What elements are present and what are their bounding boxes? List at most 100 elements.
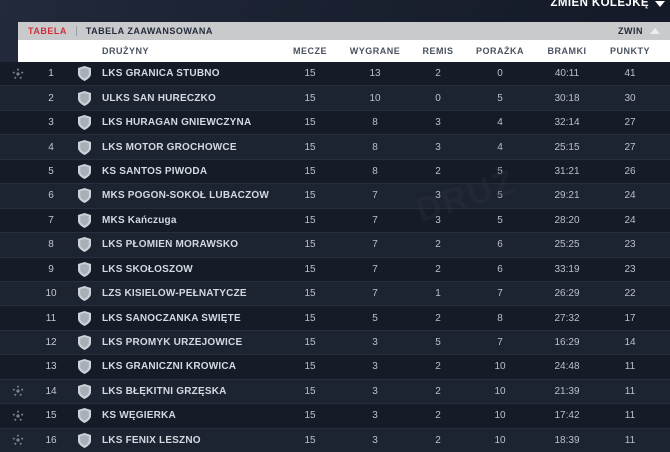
wins-value: 10	[369, 92, 381, 104]
wins-value: 8	[372, 165, 378, 177]
losses-value: 6	[497, 239, 503, 251]
tab-table[interactable]: TABELA	[28, 26, 67, 36]
team-name: LKS GRANICA STUBNO	[102, 68, 220, 80]
wins-value: 3	[372, 434, 378, 446]
league-table-body: 1 LKS GRANICA STUBNO 15 13 2 0 40:11 41	[0, 62, 670, 452]
losses-value: 6	[497, 263, 503, 275]
wins-value: 7	[372, 263, 378, 275]
matches-value: 15	[304, 239, 316, 251]
goals-value: 32:14	[554, 117, 580, 129]
collapse-button[interactable]: ZWIN	[618, 26, 660, 36]
tab-table-advanced[interactable]: TABELA ZAAWANSOWANA	[85, 26, 213, 36]
team-shield-icon	[77, 359, 91, 375]
position-number: 6	[48, 190, 54, 202]
wins-value: 3	[372, 337, 378, 349]
change-round-dropdown[interactable]: ZMIEŃ KOLEJKĘ	[551, 0, 665, 9]
table-row[interactable]: 12 LKS PROMYK URZEJOWICE 15 3 5 7 16:29 …	[0, 329, 670, 355]
table-row[interactable]: 2 ULKS SAN HURECZKO 15 10 0 5 30:18 30	[0, 85, 670, 110]
tab-divider	[75, 26, 77, 36]
team-shield-icon	[77, 261, 91, 277]
draws-value: 3	[435, 141, 441, 153]
losses-value: 5	[497, 190, 503, 202]
team-shield-icon	[77, 383, 91, 399]
points-value: 23	[624, 239, 636, 251]
column-header-goals: BRAMKI	[547, 46, 587, 56]
losses-value: 8	[497, 312, 503, 324]
table-row[interactable]: 3 LKS HURAGAN GNIEWCZYNA 15 8 3 4 32:14 …	[0, 109, 670, 135]
column-header-wins: WYGRANE	[349, 46, 401, 56]
losses-value: 7	[497, 337, 503, 349]
ball-icon	[12, 434, 24, 446]
goals-value: 28:20	[554, 214, 580, 226]
points-value: 11	[624, 361, 636, 373]
team-shield-icon	[77, 335, 91, 351]
wins-value: 13	[369, 68, 381, 80]
losses-value: 7	[497, 288, 503, 300]
team-name: LKS MOTOR GROCHOWCE	[102, 141, 237, 153]
draws-value: 0	[435, 92, 441, 104]
goals-value: 31:21	[554, 165, 580, 177]
position-number: 1	[48, 68, 54, 80]
ball-icon	[12, 410, 24, 422]
team-name: LZS KISIELÓW-PEŁNATYCZE	[102, 288, 247, 300]
team-shield-icon	[77, 163, 91, 179]
table-row[interactable]: 11 LKS SANOCZANKA ŚWIĘTE 15 5 2 8 27:32 …	[0, 305, 670, 330]
goals-value: 29:21	[554, 190, 580, 202]
position-number: 12	[45, 337, 57, 349]
table-header: DRUŻYNY MECZE WYGRANE REMIS PORAŻKA BRAM…	[18, 40, 670, 62]
goals-value: 18:39	[554, 434, 580, 446]
table-row[interactable]: 14 LKS BŁĘKITNI GRZĘSKA 15 3 2 10 21:39 …	[0, 378, 670, 404]
position-number: 8	[48, 239, 54, 251]
table-row[interactable]: 7 MKS Kańczuga 15 7 3 5 28:20 24	[0, 207, 670, 233]
column-header-points: PUNKTY	[609, 46, 650, 56]
points-value: 11	[624, 434, 636, 446]
position-number: 11	[45, 312, 57, 324]
table-row[interactable]: 13 LKS GRANICZNI KROWICA 15 3 2 10 24:48…	[0, 354, 670, 379]
position-number: 15	[45, 410, 57, 422]
position-number: 10	[45, 288, 57, 300]
position-number: 7	[48, 214, 54, 226]
wins-value: 8	[372, 117, 378, 129]
goals-value: 16:29	[554, 337, 580, 349]
table-row[interactable]: 8 LKS PŁOMIEŃ MORAWSKO 15 7 2 6 25:25 23	[0, 232, 670, 257]
team-name: ULKS SAN HURECZKO	[102, 92, 216, 104]
points-value: 11	[624, 385, 636, 397]
table-row[interactable]: 6 MKS POGOŃ-SOKÓŁ LUBACZÓW 15 7 3 5 29:2…	[0, 183, 670, 208]
wins-value: 5	[372, 312, 378, 324]
team-name: LKS HURAGAN GNIEWCZYNA	[102, 117, 252, 129]
wins-value: 7	[372, 190, 378, 202]
team-shield-icon	[77, 237, 91, 253]
matches-value: 15	[304, 263, 316, 275]
matches-value: 15	[304, 337, 316, 349]
table-row[interactable]: 1 LKS GRANICA STUBNO 15 13 2 0 40:11 41	[0, 62, 670, 86]
position-number: 3	[48, 117, 54, 129]
team-shield-icon	[77, 188, 91, 204]
draws-value: 2	[435, 410, 441, 422]
draws-value: 2	[435, 361, 441, 373]
draws-value: 2	[435, 434, 441, 446]
chevron-up-icon	[650, 28, 660, 34]
wins-value: 7	[372, 239, 378, 251]
matches-value: 15	[304, 190, 316, 202]
losses-value: 10	[494, 385, 506, 397]
table-row[interactable]: 5 KS SANTOS PIWODA 15 8 2 5 31:21 26	[0, 158, 670, 184]
team-name: LKS GRANICZNI KROWICA	[102, 361, 237, 373]
team-name: LKS PROMYK URZEJOWICE	[102, 337, 243, 349]
position-number: 16	[45, 434, 57, 446]
table-row[interactable]: 15 KS WĘGIERKA 15 3 2 10 17:42 11	[0, 403, 670, 428]
position-number: 2	[48, 92, 54, 104]
team-shield-icon	[77, 408, 91, 424]
losses-value: 0	[497, 68, 503, 80]
wins-value: 7	[372, 214, 378, 226]
draws-value: 5	[435, 337, 441, 349]
table-row[interactable]: 10 LZS KISIELÓW-PEŁNATYCZE 15 7 1 7 26:2…	[0, 280, 670, 306]
ball-icon	[12, 385, 24, 397]
team-shield-icon	[77, 310, 91, 326]
losses-value: 10	[494, 410, 506, 422]
points-value: 23	[624, 263, 636, 275]
table-row[interactable]: 9 LKS SKOŁOSZÓW 15 7 2 6 33:19 23	[0, 256, 670, 281]
draws-value: 3	[435, 214, 441, 226]
position-number: 5	[48, 165, 54, 177]
table-row[interactable]: 16 LKS FENIX LESZNO 15 3 2 10 18:39 11	[0, 427, 670, 452]
table-row[interactable]: 4 LKS MOTOR GROCHOWCE 15 8 3 4 25:15 27	[0, 134, 670, 159]
